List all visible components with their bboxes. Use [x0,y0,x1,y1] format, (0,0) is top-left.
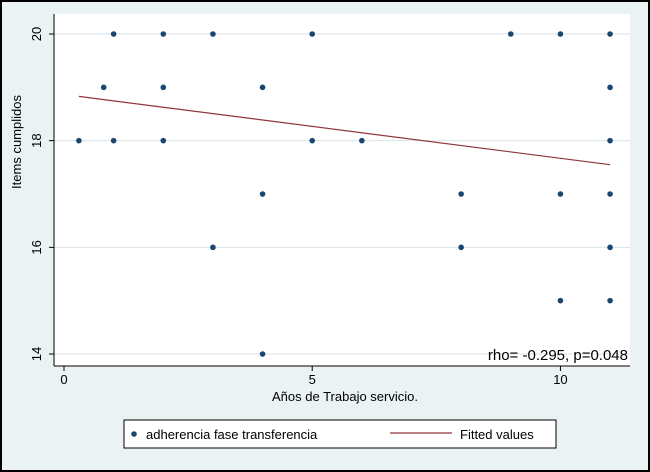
chart-marks [76,31,613,357]
axes: 14 16 18 20 0 5 10 [29,14,630,387]
legend-marker-scatter [131,431,137,437]
data-point [607,297,613,304]
data-point [210,31,216,37]
data-point [557,297,564,304]
plot-area [54,14,630,366]
x-tick-label: 0 [60,372,67,387]
data-point [607,84,613,91]
data-point [507,31,514,37]
data-point [607,31,613,37]
data-point [210,244,216,251]
data-point [607,191,613,197]
x-tick-label: 10 [553,372,567,387]
data-point [607,244,613,251]
data-point [607,137,613,144]
y-tick-label: 18 [29,133,44,147]
x-axis-label: Años de Trabajo servicio. [272,389,418,404]
data-point [458,191,464,197]
data-point [160,31,167,37]
data-point [160,137,167,144]
y-tick-label: 16 [29,240,44,254]
data-point [309,137,316,144]
legend-label-scatter: adherencia fase transferencia [146,427,318,442]
legend-box [123,419,557,449]
data-point [110,137,117,144]
data-point [76,137,82,144]
data-point [309,31,316,37]
fitted-line [78,95,611,166]
data-point [110,31,117,37]
stat-annotation: rho= -0.295, p=0.048 [488,347,628,364]
data-point [359,137,365,144]
legend: adherencia fase transferencia Fitted val… [123,419,557,449]
y-axis-label: Items cumplidos [9,95,24,189]
x-tick-label: 5 [309,372,316,387]
data-point [557,31,564,37]
data-point [100,84,107,91]
data-point [160,84,167,91]
data-point [259,351,266,357]
data-point [557,191,564,197]
grid-lines [54,33,630,355]
y-tick-label: 20 [29,27,44,41]
y-tick-label: 14 [29,347,44,361]
legend-label-fitted: Fitted values [460,427,534,442]
data-point [458,244,464,251]
data-point [259,191,266,197]
data-point [259,84,266,91]
